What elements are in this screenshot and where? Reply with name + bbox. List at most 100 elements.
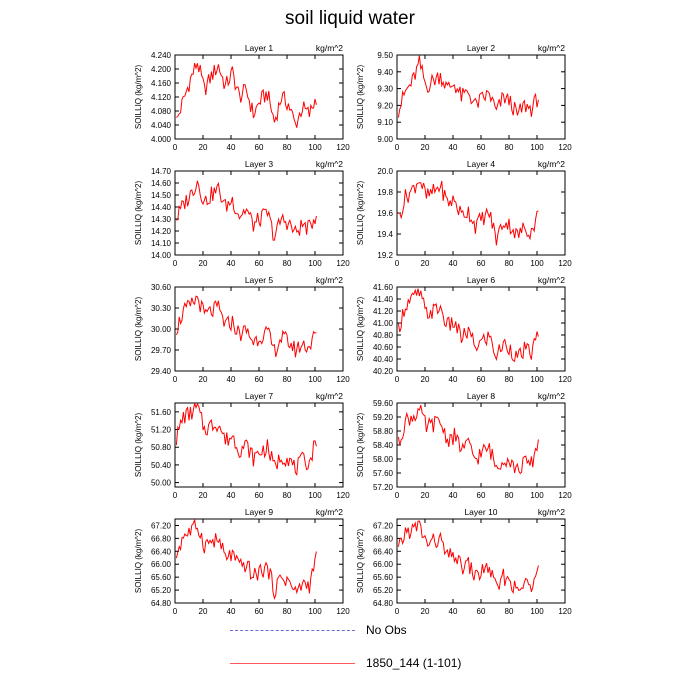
- y-axis-label: SOILLIQ (kg/m^2): [356, 529, 365, 594]
- y-tick-label: 58.40: [373, 441, 394, 450]
- y-tick-label: 57.20: [373, 483, 394, 492]
- panel-title: Layer 9: [245, 507, 274, 517]
- x-tick-label: 0: [173, 143, 178, 152]
- plot-frame: [396, 286, 566, 372]
- y-tick-label: 58.00: [373, 455, 394, 464]
- y-tick-label: 4.160: [151, 79, 172, 88]
- y-tick-label: 14.30: [151, 215, 172, 224]
- y-tick-label: 14.00: [151, 251, 172, 260]
- panel-5: Layer 5 kg/m^2 29.40 29.70 30.00 30.30 30.60 0 2…: [134, 275, 350, 384]
- x-tick-label: 0: [173, 491, 178, 500]
- y-tick-label: 30.60: [151, 283, 172, 292]
- x-tick-label: 120: [336, 375, 350, 384]
- y-tick-label: 9.10: [377, 118, 393, 127]
- panel-title: Layer 3: [245, 159, 274, 169]
- x-tick-label: 120: [558, 491, 572, 500]
- y-tick-label: 19.8: [377, 188, 393, 197]
- panel-title: Layer 7: [245, 391, 274, 401]
- x-tick-label: 120: [336, 607, 350, 616]
- y-tick-label: 41.00: [373, 319, 394, 328]
- y-tick-label: 20.0: [377, 167, 393, 176]
- x-tick-label: 0: [173, 375, 178, 384]
- panel-unit: kg/m^2: [538, 159, 565, 169]
- x-tick-label: 40: [449, 143, 458, 152]
- x-tick-label: 120: [336, 491, 350, 500]
- y-tick-label: 14.10: [151, 239, 172, 248]
- x-tick-label: 100: [308, 259, 322, 268]
- x-tick-label: 100: [530, 259, 544, 268]
- panel-title: Layer 5: [245, 275, 274, 285]
- panel-unit: kg/m^2: [538, 275, 565, 285]
- x-tick-label: 40: [449, 375, 458, 384]
- x-tick-label: 40: [227, 375, 236, 384]
- plot-frame: [396, 170, 566, 256]
- series-line: [398, 180, 539, 246]
- x-tick-label: 40: [227, 491, 236, 500]
- plot-frame: [174, 286, 344, 372]
- y-tick-label: 66.40: [373, 547, 394, 556]
- y-tick-label: 66.80: [151, 534, 172, 543]
- y-tick-label: 67.20: [373, 521, 394, 530]
- y-tick-label: 30.00: [151, 325, 172, 334]
- x-tick-label: 80: [505, 375, 514, 384]
- x-tick-label: 80: [283, 375, 292, 384]
- x-tick-label: 40: [227, 143, 236, 152]
- panel-unit: kg/m^2: [316, 391, 343, 401]
- x-tick-label: 60: [477, 143, 486, 152]
- y-tick-label: 66.40: [151, 547, 172, 556]
- x-tick-label: 60: [477, 375, 486, 384]
- y-tick-label: 40.20: [373, 367, 394, 376]
- y-tick-label: 41.60: [373, 283, 394, 292]
- x-tick-label: 40: [449, 259, 458, 268]
- series-line: [176, 62, 317, 128]
- x-tick-label: 20: [199, 607, 208, 616]
- x-tick-label: 80: [505, 259, 514, 268]
- x-tick-label: 20: [421, 143, 430, 152]
- y-tick-label: 4.000: [151, 135, 172, 144]
- y-tick-label: 19.6: [377, 209, 393, 218]
- x-tick-label: 120: [558, 375, 572, 384]
- y-axis-label: SOILLIQ (kg/m^2): [134, 529, 143, 594]
- x-tick-label: 100: [308, 143, 322, 152]
- panel-unit: kg/m^2: [538, 43, 565, 53]
- x-tick-label: 80: [505, 491, 514, 500]
- series-line: [175, 295, 317, 358]
- x-tick-label: 40: [227, 259, 236, 268]
- y-tick-label: 9.20: [377, 101, 393, 110]
- y-axis-label: SOILLIQ (kg/m^2): [356, 181, 365, 246]
- y-tick-label: 40.40: [373, 355, 394, 364]
- y-axis-label: SOILLIQ (kg/m^2): [356, 297, 365, 362]
- series-line: [175, 517, 317, 601]
- plot-frame: [174, 518, 344, 604]
- y-tick-label: 59.60: [373, 399, 394, 408]
- panel-title: Layer 4: [467, 159, 496, 169]
- series-line: [397, 520, 539, 595]
- x-tick-label: 0: [173, 259, 178, 268]
- y-axis-label: SOILLIQ (kg/m^2): [356, 65, 365, 130]
- x-tick-label: 0: [395, 143, 400, 152]
- plot-frame: [174, 170, 344, 256]
- y-tick-label: 50.00: [151, 479, 172, 488]
- x-tick-label: 60: [477, 259, 486, 268]
- y-tick-label: 19.4: [377, 230, 393, 239]
- y-tick-label: 66.00: [151, 560, 172, 569]
- y-tick-label: 4.200: [151, 65, 172, 74]
- x-tick-label: 60: [477, 491, 486, 500]
- panel-title: Layer 1: [245, 43, 274, 53]
- y-tick-label: 66.00: [373, 560, 394, 569]
- y-tick-label: 64.80: [151, 599, 172, 608]
- series-line: [397, 288, 539, 363]
- x-tick-label: 120: [336, 143, 350, 152]
- x-tick-label: 20: [421, 491, 430, 500]
- x-tick-label: 60: [477, 607, 486, 616]
- y-tick-label: 30.30: [151, 304, 172, 313]
- x-tick-label: 40: [449, 607, 458, 616]
- plot-frame: [174, 402, 344, 488]
- panel-unit: kg/m^2: [316, 275, 343, 285]
- x-tick-label: 60: [255, 375, 264, 384]
- x-tick-label: 80: [283, 491, 292, 500]
- series-line: [397, 404, 539, 475]
- x-tick-label: 20: [421, 375, 430, 384]
- y-tick-label: 64.80: [373, 599, 394, 608]
- x-tick-label: 100: [530, 607, 544, 616]
